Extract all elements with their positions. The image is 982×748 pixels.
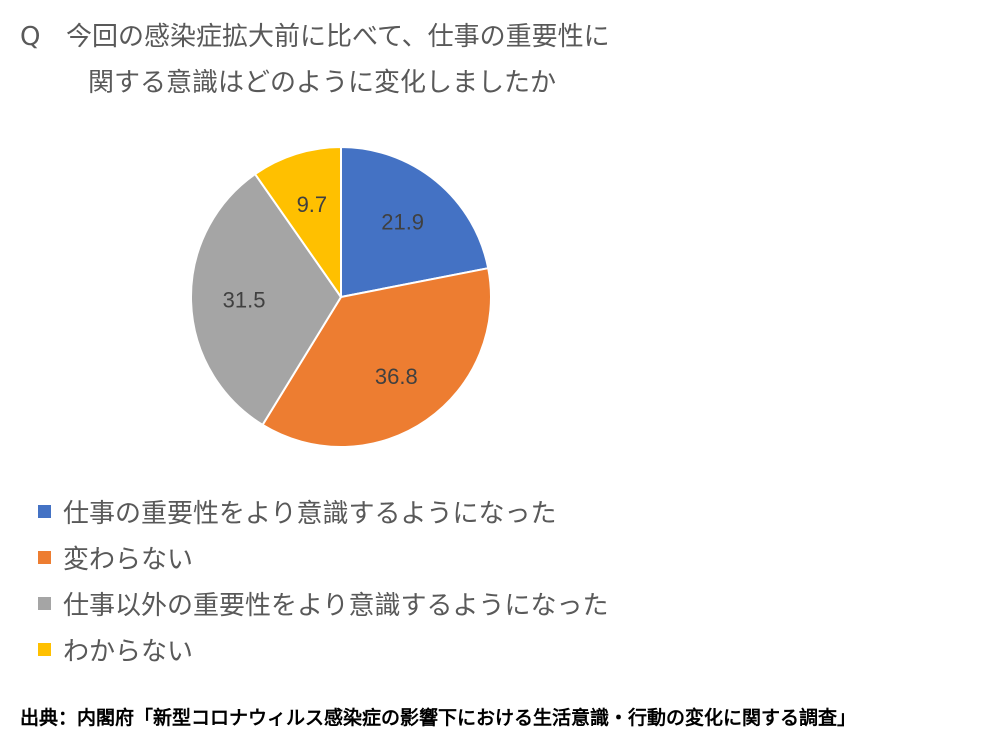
pie-slice xyxy=(340,146,490,298)
legend-swatch xyxy=(38,596,51,610)
pie-data-label: 31.5 xyxy=(223,287,266,312)
legend-swatch xyxy=(38,550,51,564)
question-text-line-1: 今回の感染症拡大前に比べて、仕事の重要性に xyxy=(66,22,610,52)
legend-item: わからない xyxy=(38,626,938,672)
legend-item: 仕事の重要性をより意識するようになった xyxy=(38,488,938,534)
legend-label: わからない xyxy=(63,636,194,667)
chart-legend: 仕事の重要性をより意識するようになった 変わらない 仕事以外の重要性をより意識す… xyxy=(38,488,938,672)
pie-data-labels: 21.9 36.8 31.5 9.7 xyxy=(223,192,424,389)
pie-slice xyxy=(254,146,342,298)
pie-data-label: 21.9 xyxy=(381,210,424,235)
pie-slice xyxy=(190,173,342,426)
question-text-line-2: 関する意識はどのように変化しましたか xyxy=(88,68,557,98)
legend-label: 仕事以外の重要性をより意識するようになった xyxy=(63,590,609,621)
question-marker: Q xyxy=(20,22,41,52)
pie-slices xyxy=(190,146,492,448)
legend-swatch xyxy=(38,504,51,518)
source-citation: 出典：内閣府「新型コロナウィルス感染症の影響下における生活意識・行動の変化に関す… xyxy=(20,707,857,729)
pie-data-label: 9.7 xyxy=(297,192,328,217)
legend-label: 変わらない xyxy=(63,544,194,575)
pie-slice xyxy=(261,267,492,448)
legend-swatch xyxy=(38,642,51,656)
legend-item: 変わらない xyxy=(38,534,938,580)
legend-item: 仕事以外の重要性をより意識するようになった xyxy=(38,580,938,626)
legend-label: 仕事の重要性をより意識するようになった xyxy=(63,498,557,529)
question-title: Q 今回の感染症拡大前に比べて、仕事の重要性に 関する意識はどのように変化しました… xyxy=(20,14,920,106)
question-line-1: Q 今回の感染症拡大前に比べて、仕事の重要性に xyxy=(20,14,920,60)
pie-data-label: 36.8 xyxy=(375,364,418,389)
